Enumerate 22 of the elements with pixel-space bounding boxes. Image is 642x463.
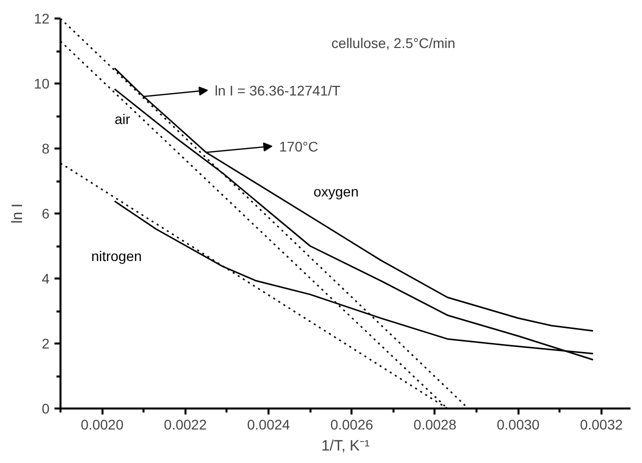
annotation: 170°C — [279, 138, 318, 154]
y-tick-label: 12 — [34, 10, 50, 26]
x-tick-label: 0.0020 — [80, 416, 124, 432]
x-axis-title: 1/T, K⁻¹ — [321, 438, 370, 454]
y-tick-label: 10 — [34, 76, 50, 92]
x-tick-label: 0.0028 — [414, 416, 457, 432]
series-label: oxygen — [313, 184, 359, 200]
series-label: air — [114, 111, 130, 128]
x-tick-label: 0.0024 — [247, 416, 290, 432]
annotation: cellulose, 2.5°C/min — [331, 35, 456, 51]
y-tick-label: 2 — [42, 336, 50, 352]
x-tick-label: 0.0030 — [496, 416, 540, 432]
y-tick-label: 4 — [42, 270, 50, 286]
y-tick-label: 0 — [42, 400, 50, 416]
series-label: nitrogen — [91, 248, 142, 264]
x-tick-label: 0.0032 — [580, 416, 623, 432]
x-tick-label: 0.0022 — [164, 416, 207, 432]
x-tick-label: 0.0026 — [330, 416, 374, 432]
y-tick-label: 8 — [42, 140, 50, 156]
y-axis-title: ln I — [8, 203, 26, 224]
annotation: ln I = 36.36-12741/T — [214, 82, 341, 98]
y-tick-label: 6 — [42, 206, 50, 222]
